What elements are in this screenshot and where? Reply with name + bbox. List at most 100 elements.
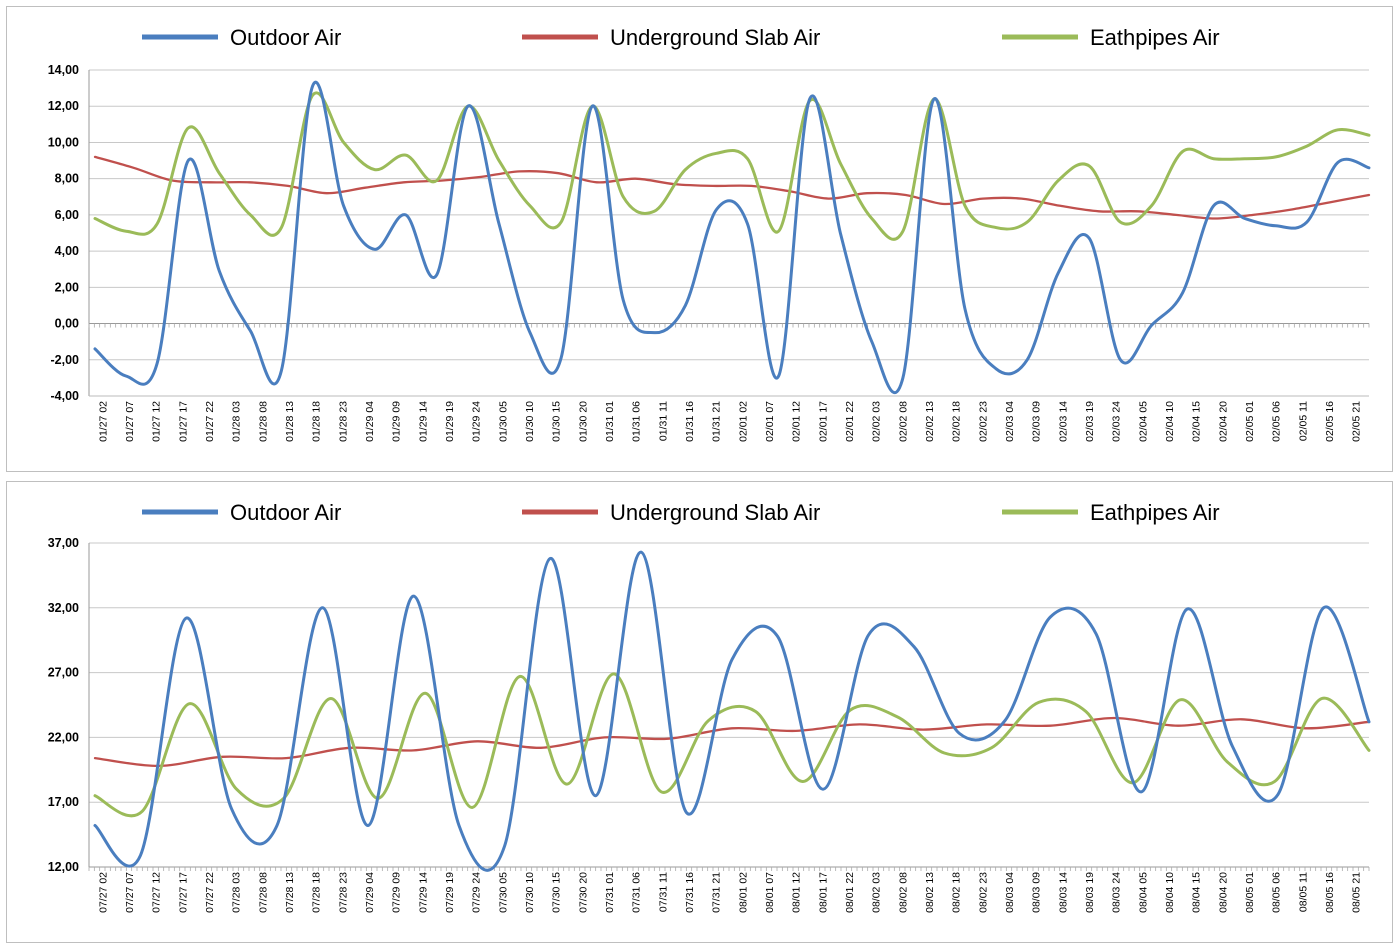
y-tick-label: 17,00: [48, 795, 79, 809]
x-tick-label: 08/03 09: [1031, 872, 1043, 913]
x-tick-label: 02/05 06: [1271, 401, 1283, 442]
x-tick-label: 01/27 17: [177, 401, 189, 442]
x-tick-label: 02/04 05: [1137, 401, 1149, 442]
x-tick-label: 07/27 17: [177, 872, 189, 913]
x-tick-label: 01/31 11: [657, 401, 669, 441]
x-tick-label: 08/05 21: [1351, 872, 1363, 913]
y-tick-label: 0,00: [55, 317, 79, 331]
y-tick-label: 4,00: [55, 244, 79, 258]
x-tick-label: 08/05 06: [1271, 872, 1283, 913]
x-tick-label: 02/02 13: [924, 401, 936, 442]
legend-label-2: Underground Slab Air: [610, 500, 820, 525]
x-tick-label: 02/04 20: [1217, 401, 1229, 442]
x-tick-label: 08/03 24: [1111, 872, 1123, 913]
legend-label-1: Outdoor Air: [230, 500, 341, 525]
y-tick-label: 12,00: [48, 860, 79, 874]
x-tick-label: 01/28 08: [257, 401, 269, 442]
x-tick-label: 02/02 03: [871, 401, 883, 442]
x-tick-label: 02/01 12: [791, 401, 803, 442]
x-tick-label: 07/31 21: [711, 872, 723, 913]
x-tick-label: 01/30 15: [551, 401, 563, 442]
x-tick-label: 08/02 18: [951, 872, 963, 913]
x-tick-label: 01/30 10: [524, 401, 536, 442]
x-tick-label: 01/31 16: [684, 401, 696, 442]
x-tick-label: 02/01 17: [817, 401, 829, 442]
chart-panel-summer: Outdoor Air Underground Slab Air Eathpipes…: [6, 481, 1393, 943]
x-tick-label: 07/27 02: [97, 872, 109, 913]
x-tick-label: 02/02 08: [897, 401, 909, 442]
x-tick-label: 07/28 18: [311, 872, 323, 913]
x-tick-label: 07/31 11: [657, 872, 669, 912]
x-tick-label: 08/02 13: [924, 872, 936, 913]
chart-panel-winter: Outdoor Air Underground Slab Air Eathpipes…: [6, 6, 1393, 472]
series-line-underground-slab-air: [93, 155, 1371, 220]
x-tick-label: 02/02 23: [977, 401, 989, 442]
x-tick-label: 07/28 23: [337, 872, 349, 913]
x-tick-label: 01/29 04: [364, 401, 376, 442]
x-tick-label: 01/31 21: [711, 401, 723, 442]
x-tick-label: 07/31 06: [631, 872, 643, 913]
y-tick-label: -2,00: [51, 353, 80, 367]
y-tick-label: 37,00: [48, 536, 79, 550]
series-line-outdoor-air: [93, 550, 1371, 872]
x-tick-label: 02/03 19: [1084, 401, 1096, 442]
x-tick-label: 01/28 03: [231, 401, 243, 442]
x-tick-label: 01/27 22: [204, 401, 216, 442]
y-tick-label: 8,00: [55, 172, 79, 186]
x-tick-label: 08/03 04: [1004, 872, 1016, 913]
legend-label-1: Outdoor Air: [230, 25, 341, 50]
y-tick-label: 6,00: [55, 208, 79, 222]
x-tick-label: 02/01 07: [764, 401, 776, 442]
x-tick-label: 08/01 02: [737, 872, 749, 913]
x-tick-label: 07/30 20: [577, 872, 589, 913]
x-tick-label: 08/01 12: [791, 872, 803, 913]
series-line-eathpipes-air: [93, 672, 1371, 818]
x-tick-label: 08/04 05: [1137, 872, 1149, 913]
y-tick-label: 14,00: [48, 63, 79, 77]
x-tick-label: 07/29 24: [471, 872, 483, 913]
y-tick-label: 27,00: [48, 666, 79, 680]
x-tick-label: 08/01 17: [817, 872, 829, 913]
series-line-outdoor-air: [93, 81, 1371, 395]
x-tick-label: 07/29 09: [391, 872, 403, 913]
legend-label-3: Eathpipes Air: [1090, 500, 1220, 525]
x-tick-label: 02/01 02: [737, 401, 749, 442]
x-tick-label: 02/05 11: [1297, 401, 1309, 441]
x-tick-label: 07/27 12: [151, 872, 163, 913]
x-tick-label: 01/30 05: [497, 401, 509, 442]
series-line-eathpipes-air: [93, 91, 1371, 241]
x-tick-label: 01/29 09: [391, 401, 403, 442]
x-tick-label: 07/30 05: [497, 872, 509, 913]
y-tick-label: 12,00: [48, 99, 79, 113]
x-tick-label: 01/28 23: [337, 401, 349, 442]
x-tick-label: 08/04 10: [1164, 872, 1176, 913]
x-tick-label: 07/27 07: [124, 872, 136, 913]
series-line-underground-slab-air: [93, 716, 1371, 768]
x-tick-label: 08/02 08: [897, 872, 909, 913]
x-tick-label: 02/04 10: [1164, 401, 1176, 442]
x-tick-label: 07/28 13: [284, 872, 296, 913]
x-tick-label: 02/03 09: [1031, 401, 1043, 442]
x-tick-label: 07/27 22: [204, 872, 216, 913]
x-tick-label: 01/30 20: [577, 401, 589, 442]
chart-summer: Outdoor Air Underground Slab Air Eathpipes…: [48, 500, 1371, 913]
x-tick-label: 01/29 14: [417, 401, 429, 442]
legend-label-2: Underground Slab Air: [610, 25, 820, 50]
y-tick-label: 2,00: [55, 280, 79, 294]
x-tick-label: 08/03 14: [1057, 872, 1069, 913]
x-tick-label: 01/27 07: [124, 401, 136, 442]
x-tick-label: 07/28 03: [231, 872, 243, 913]
x-tick-label: 07/31 01: [604, 872, 616, 913]
x-tick-label: 02/05 01: [1244, 401, 1256, 442]
x-tick-label: 08/03 19: [1084, 872, 1096, 913]
x-tick-label: 07/31 16: [684, 872, 696, 913]
x-tick-label: 02/03 14: [1057, 401, 1069, 442]
x-tick-label: 02/02 18: [951, 401, 963, 442]
x-tick-label: 01/31 01: [604, 401, 616, 442]
x-tick-label: 08/05 11: [1297, 872, 1309, 912]
x-tick-label: 02/05 21: [1351, 401, 1363, 442]
y-tick-label: 10,00: [48, 135, 79, 149]
x-tick-label: 08/05 16: [1324, 872, 1336, 913]
x-tick-label: 08/04 20: [1217, 872, 1229, 913]
x-tick-label: 08/05 01: [1244, 872, 1256, 913]
